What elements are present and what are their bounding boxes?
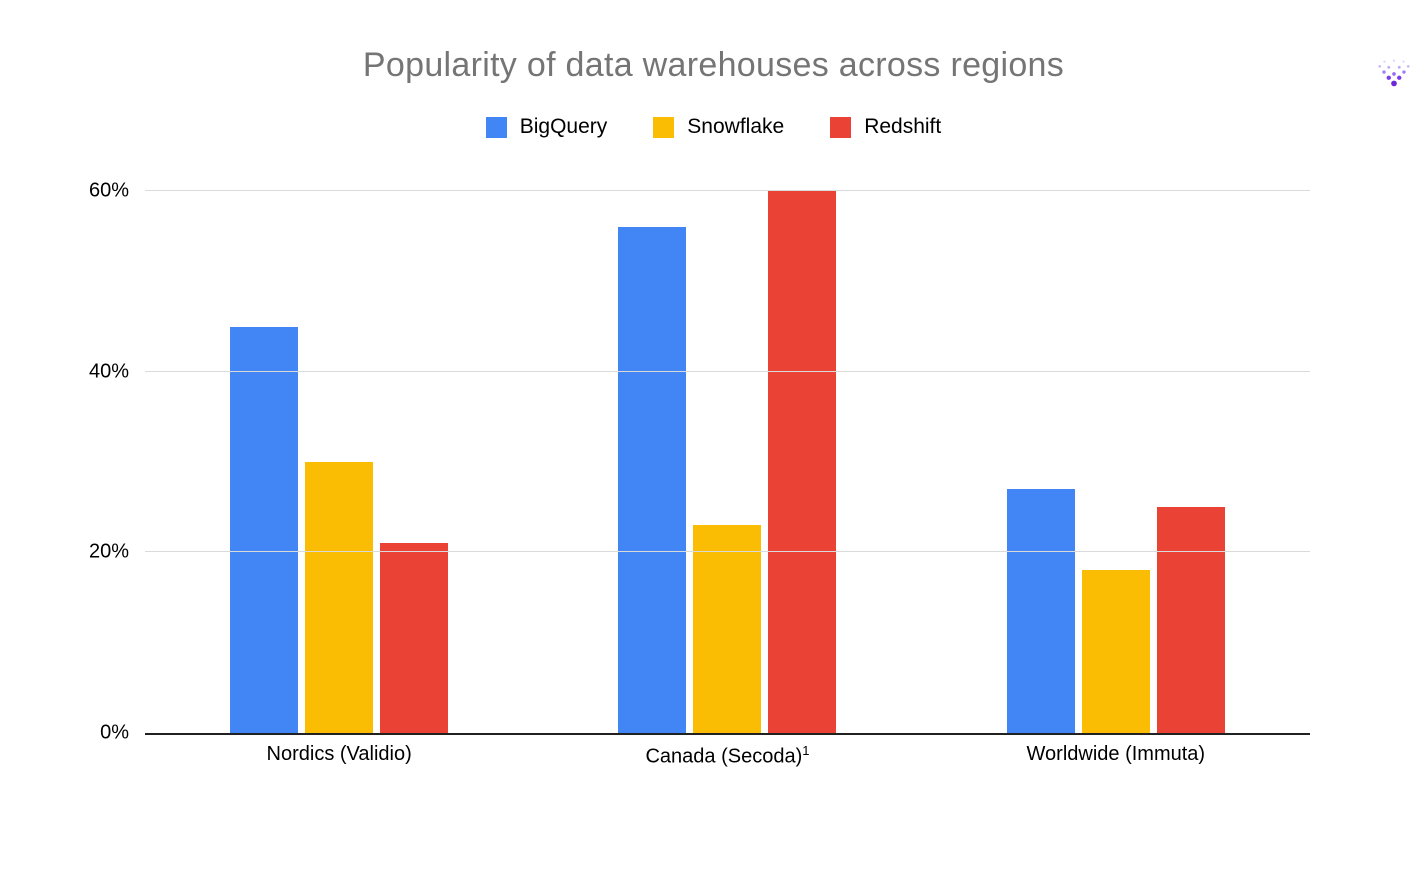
bar-bigquery-canada-secoda- (618, 227, 687, 733)
bar-snowflake-worldwide-immuta- (1081, 570, 1150, 733)
bar-group-canada-secoda- (533, 191, 921, 733)
chart-legend: BigQuery Snowflake Redshift (0, 115, 1427, 139)
legend-item-bigquery: BigQuery (485, 115, 608, 139)
legend-item-redshift: Redshift (830, 115, 941, 139)
bar-snowflake-nordics-validio- (305, 462, 374, 733)
legend-item-snowflake: Snowflake (653, 115, 784, 139)
dots-logo-icon (1375, 54, 1413, 92)
legend-swatch-snowflake (653, 116, 675, 138)
legend-label-redshift: Redshift (864, 115, 942, 138)
footnote-superscript: 1 (802, 743, 810, 758)
y-tick-label-20: 20% (88, 540, 129, 563)
x-category-label-nordics-validio-: Nordics (Validio) (266, 743, 412, 765)
x-category-label-worldwide-immuta-: Worldwide (Immuta) (1026, 743, 1206, 765)
gridline-60 (145, 190, 1310, 191)
bar-bigquery-worldwide-immuta- (1006, 489, 1075, 733)
bar-groups (145, 191, 1310, 733)
x-axis-labels: Nordics (Validio) Canada (Secoda)1 Worldwi… (145, 743, 1310, 769)
y-tick-label-60: 60% (88, 179, 129, 202)
legend-swatch-redshift (830, 116, 852, 138)
legend-label-snowflake: Snowflake (687, 115, 785, 138)
bar-group-nordics-validio- (145, 191, 533, 733)
bar-chart: 0% 20% 40% 60% Nordics (Validio) Canada (Sec… (0, 180, 1427, 769)
bar-group-worldwide-immuta- (922, 191, 1310, 733)
gridline-40 (145, 370, 1310, 372)
legend-swatch-bigquery (485, 116, 507, 138)
legend-label-bigquery: BigQuery (519, 115, 608, 138)
bar-redshift-canada-secoda- (768, 191, 837, 733)
y-tick-label-0: 0% (100, 721, 129, 744)
chart-title: Popularity of data warehouses across reg… (362, 46, 1065, 84)
x-category-label-canada-secoda-: Canada (Secoda)1 (645, 743, 810, 768)
bar-redshift-nordics-validio- (380, 543, 449, 733)
bar-snowflake-canada-secoda- (693, 525, 762, 733)
bar-bigquery-nordics-validio- (230, 326, 299, 733)
dots-logo-svg (1378, 59, 1410, 87)
y-tick-label-40: 40% (88, 360, 129, 383)
gridline-20 (145, 551, 1310, 553)
bar-redshift-worldwide-immuta- (1156, 507, 1225, 733)
plot-area: 0% 20% 40% 60% (89, 180, 1310, 744)
